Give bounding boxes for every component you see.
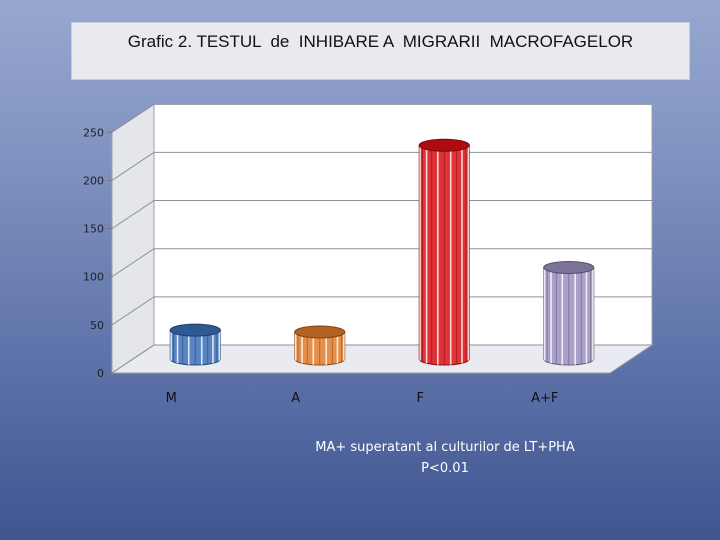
gridline xyxy=(111,103,652,133)
side-wall xyxy=(111,103,155,374)
bar-top xyxy=(169,323,221,337)
bar-top xyxy=(294,325,346,339)
x-category-label: A xyxy=(291,391,300,406)
y-tick-label: 200 xyxy=(83,174,104,187)
gridline xyxy=(111,200,652,229)
bar-A+F xyxy=(543,261,595,366)
bar-top xyxy=(543,261,595,275)
x-category-label: A+F xyxy=(531,391,558,406)
y-tick-label: 50 xyxy=(90,319,104,332)
bar-A xyxy=(294,325,346,366)
bar-M xyxy=(169,323,221,366)
y-tick-label: 250 xyxy=(83,126,104,139)
bar-F xyxy=(418,138,470,366)
chart-title: Grafic 2. TESTUL de INHIBARE A MIGRARII … xyxy=(127,32,634,51)
y-tick-label: 150 xyxy=(83,223,104,236)
y-tick-label: 100 xyxy=(83,271,104,284)
y-tick-label: 0 xyxy=(97,367,104,380)
x-category-label: F xyxy=(417,391,424,406)
bar-top xyxy=(418,138,470,152)
chart-title-box: Grafic 2. TESTUL de INHIBARE A MIGRARII … xyxy=(71,22,690,80)
gridline xyxy=(111,151,652,181)
annotation-line-2: P<0.01 xyxy=(421,461,469,476)
x-category-label: M xyxy=(166,391,177,406)
annotation-line-1: MA+ superatant al culturilor de LT+PHA xyxy=(315,440,575,455)
gridline xyxy=(111,344,652,374)
gridline xyxy=(111,296,652,326)
gridline xyxy=(111,248,652,278)
